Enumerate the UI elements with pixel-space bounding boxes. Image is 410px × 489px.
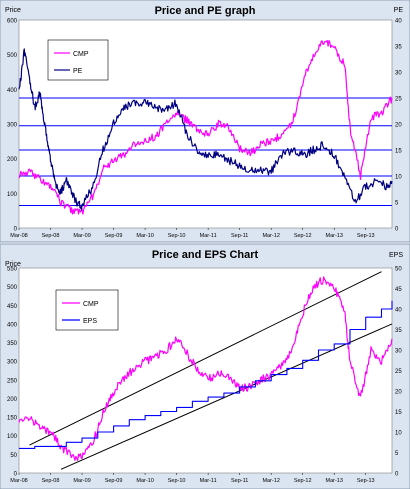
chart2-legend-eps-label: EPS — [83, 318, 97, 325]
chart2-left-ticks: 0 50 100 150 200 250 300 350 400 450 500 550 — [7, 267, 18, 478]
channel-line — [60, 323, 393, 470]
y-tick-label: 400 — [7, 88, 18, 94]
y2-tick-label: 15 — [395, 410, 402, 416]
chart1-series — [18, 39, 393, 215]
series-line-eps — [19, 300, 393, 449]
series-line-cmp — [18, 276, 393, 461]
x-tick-label: Mar-08 — [10, 478, 27, 484]
chart2-legend: CMP EPS — [55, 289, 119, 331]
y-tick-label: 150 — [7, 416, 18, 422]
chart1-reference-lines — [19, 97, 392, 206]
chart1-legend-box — [47, 39, 109, 81]
x-tick-label: Sep-11 — [231, 478, 248, 484]
x-tick-label: Sep-09 — [105, 233, 123, 239]
chart2-legend-box — [55, 289, 119, 331]
chart1-legend: CMP PE — [47, 39, 109, 81]
y-tick-label: 350 — [7, 341, 18, 347]
y-tick-label: 500 — [7, 285, 18, 291]
y2-tick-label: 15 — [395, 149, 402, 155]
y-tick-label: 300 — [7, 123, 18, 129]
x-tick-label: Mar-11 — [200, 478, 217, 484]
y-tick-label: 550 — [7, 267, 18, 273]
series-line-pe — [18, 48, 393, 211]
x-tick-label: Sep-11 — [231, 233, 248, 239]
y-tick-label: 50 — [10, 453, 17, 459]
x-tick-label: Sep-09 — [105, 478, 123, 484]
x-tick-label: Sep-08 — [42, 233, 60, 239]
x-tick-label: Sep-12 — [294, 478, 312, 484]
x-tick-label: Mar-08 — [10, 233, 27, 239]
chart1-x-ticks: Mar-08 Sep-08 Mar-09 Sep-09 Mar-10 Sep-10 Mar-… — [10, 228, 375, 239]
channel-line — [29, 271, 382, 446]
y-tick-label: 0 — [14, 472, 18, 478]
y2-tick-label: 45 — [395, 287, 402, 293]
y2-tick-label: 35 — [395, 45, 402, 51]
y2-tick-label: 40 — [395, 19, 402, 25]
y-tick-label: 450 — [7, 304, 18, 310]
chart2-right-ticks: 0 5 10 15 20 25 30 35 40 45 50 — [395, 267, 402, 478]
y-tick-label: 500 — [7, 53, 18, 59]
y2-tick-label: 30 — [395, 349, 402, 355]
x-tick-label: Sep-13 — [357, 478, 375, 484]
chart2-y2label: EPS — [389, 252, 403, 259]
x-tick-label: Mar-09 — [73, 478, 90, 484]
y-tick-label: 100 — [7, 434, 18, 440]
y2-tick-label: 30 — [395, 71, 402, 77]
x-tick-label: Sep-13 — [357, 233, 375, 239]
y2-tick-label: 0 — [395, 227, 399, 233]
chart1-left-ticks: 0 100 200 300 400 500 600 — [7, 19, 18, 233]
chart2-legend-cmp-label: CMP — [83, 301, 99, 308]
y-tick-label: 0 — [14, 227, 18, 233]
chart1-title: Price and PE graph — [155, 5, 256, 17]
y2-tick-label: 5 — [395, 201, 399, 207]
y-tick-label: 200 — [7, 157, 18, 163]
x-tick-label: Sep-10 — [168, 233, 186, 239]
y-tick-label: 400 — [7, 322, 18, 328]
y-tick-label: 600 — [7, 19, 18, 25]
y-tick-label: 250 — [7, 378, 18, 384]
x-tick-label: Mar-12 — [262, 233, 279, 239]
y2-tick-label: 10 — [395, 431, 402, 437]
x-tick-label: Mar-13 — [326, 478, 343, 484]
x-tick-label: Mar-11 — [200, 233, 217, 239]
y-tick-label: 300 — [7, 360, 18, 366]
x-tick-label: Sep-12 — [294, 233, 312, 239]
x-tick-label: Mar-13 — [326, 233, 343, 239]
y2-tick-label: 25 — [395, 369, 402, 375]
y2-tick-label: 50 — [395, 267, 402, 273]
chart2-x-ticks: Mar-08 Sep-08 Mar-09 Sep-09 Mar-10 Sep-10 Mar-… — [10, 473, 375, 484]
y2-tick-label: 5 — [395, 451, 399, 457]
chart1-right-ticks: 0 5 10 15 20 25 30 35 40 — [395, 19, 402, 233]
x-tick-label: Sep-08 — [42, 478, 60, 484]
chart1-legend-pe-label: PE — [73, 68, 83, 75]
y2-tick-label: 20 — [395, 123, 402, 129]
chart1-ylabel: Price — [5, 7, 21, 14]
y2-tick-label: 35 — [395, 328, 402, 334]
chart2-title: Price and EPS Chart — [152, 249, 259, 261]
chart2-channel-lines — [29, 271, 393, 470]
y-tick-label: 100 — [7, 192, 18, 198]
x-tick-label: Mar-09 — [73, 233, 90, 239]
chart2-series — [18, 276, 393, 461]
chart1-legend-cmp-label: CMP — [73, 51, 89, 58]
x-tick-label: Mar-10 — [136, 233, 153, 239]
y2-tick-label: 10 — [395, 175, 402, 181]
x-tick-label: Sep-10 — [168, 478, 186, 484]
x-tick-label: Mar-12 — [262, 478, 279, 484]
x-tick-label: Mar-10 — [136, 478, 153, 484]
y2-tick-label: 20 — [395, 390, 402, 396]
y-tick-label: 200 — [7, 397, 18, 403]
chart2-ylabel: Price — [5, 261, 21, 268]
y2-tick-label: 25 — [395, 97, 402, 103]
y2-tick-label: 40 — [395, 308, 402, 314]
chart1-y2label: PE — [394, 7, 404, 14]
y2-tick-label: 0 — [395, 472, 399, 478]
